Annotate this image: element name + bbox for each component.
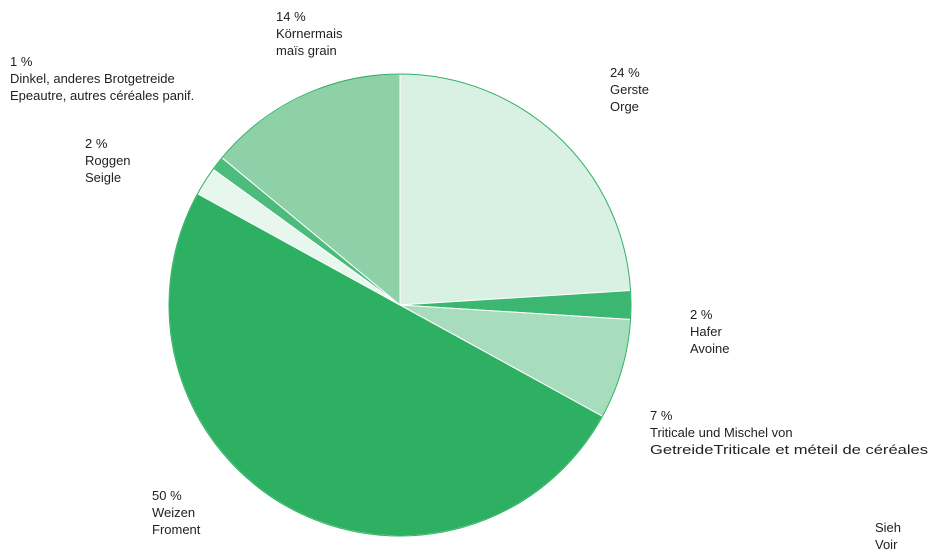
label-weizen: 50 % Weizen Froment <box>152 488 201 537</box>
pie-outline <box>168 73 632 537</box>
label-roggen-de: Roggen <box>85 153 131 168</box>
label-dinkel-de: Dinkel, anderes Brotgetreide <box>10 71 175 86</box>
label-hafer-fr: Avoine <box>690 341 730 356</box>
footnote-line2: Voir <box>875 537 898 552</box>
label-triticale: 7 % Triticale und Mischel von GetreideTr… <box>650 408 929 457</box>
label-gerste: 24 % Gerste Orge <box>610 65 649 114</box>
label-roggen-fr: Seigle <box>85 170 121 185</box>
label-gerste-fr: Orge <box>610 99 639 114</box>
label-dinkel-pct: 1 % <box>10 54 33 69</box>
label-roggen-pct: 2 % <box>85 136 108 151</box>
label-dinkel-fr: Epeautre, autres céréales panif. <box>10 88 194 103</box>
label-hafer-de: Hafer <box>690 324 722 339</box>
label-gerste-pct: 24 % <box>610 65 640 80</box>
footnote-line1: Sieh <box>875 520 901 535</box>
footnote: Sieh Voir <box>875 520 901 552</box>
label-hafer-pct: 2 % <box>690 307 713 322</box>
label-weizen-de: Weizen <box>152 505 195 520</box>
label-koernermais-pct: 14 % <box>276 9 306 24</box>
label-weizen-pct: 50 % <box>152 488 182 503</box>
label-triticale-de: Triticale und Mischel von <box>650 425 793 440</box>
label-koernermais: 14 % Körnermais maïs grain <box>276 9 343 58</box>
label-gerste-de: Gerste <box>610 82 649 97</box>
label-roggen: 2 % Roggen Seigle <box>85 136 131 185</box>
label-triticale-pct: 7 % <box>650 408 673 423</box>
pie-slice-gerste <box>399 73 632 306</box>
label-koernermais-de: Körnermais <box>276 26 343 41</box>
label-koernermais-fr: maïs grain <box>276 43 337 58</box>
label-hafer: 2 % Hafer Avoine <box>690 307 730 356</box>
label-dinkel: 1 % Dinkel, anderes Brotgetreide Epeautr… <box>10 54 194 103</box>
label-weizen-fr: Froment <box>152 522 201 537</box>
pie-slices <box>168 73 632 537</box>
label-triticale-fr: GetreideTriticale et méteil de céréales <box>650 442 929 457</box>
